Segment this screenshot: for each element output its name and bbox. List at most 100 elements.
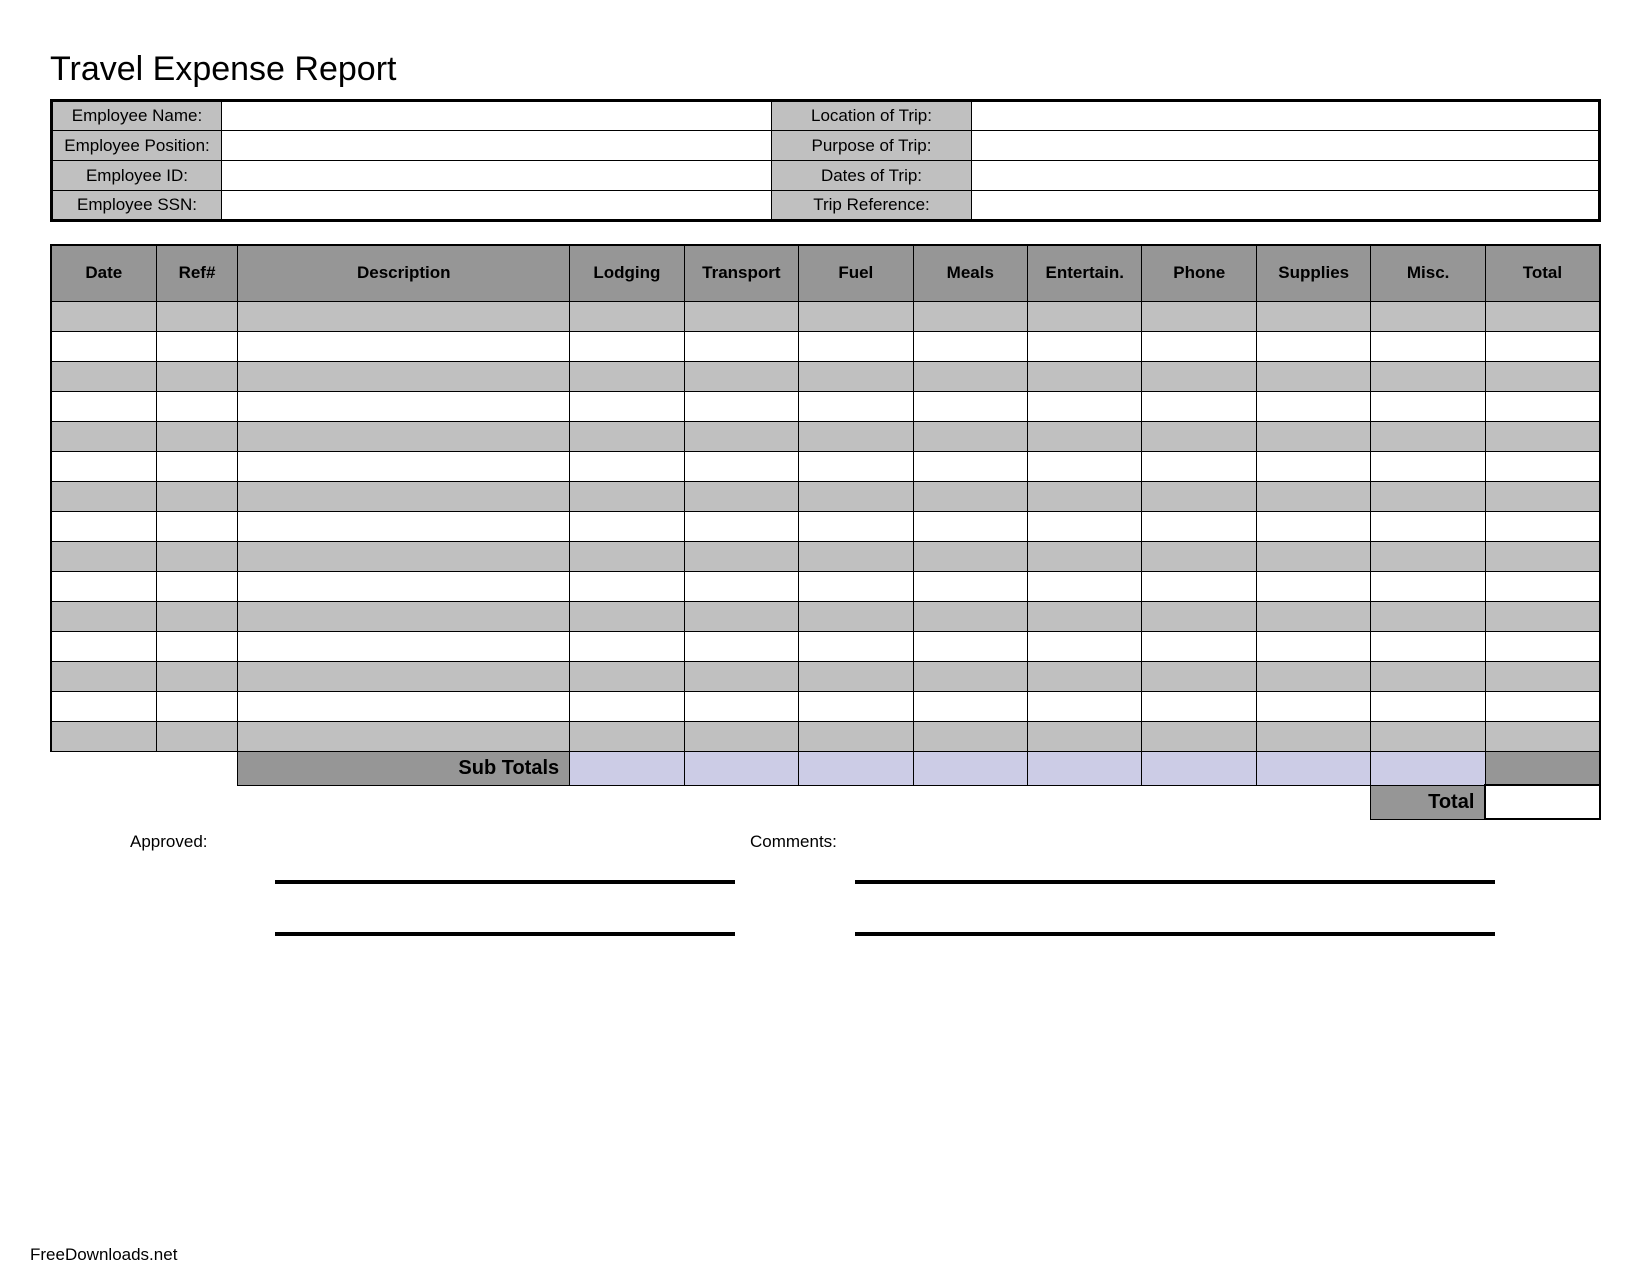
expense-cell[interactable] (684, 481, 798, 511)
expense-cell[interactable] (1485, 721, 1600, 751)
expense-cell[interactable] (1371, 571, 1485, 601)
expense-cell[interactable] (1256, 571, 1370, 601)
expense-cell[interactable] (1142, 331, 1256, 361)
expense-cell[interactable] (51, 451, 156, 481)
expense-cell[interactable] (1485, 571, 1600, 601)
expense-cell[interactable] (156, 391, 238, 421)
expense-cell[interactable] (1485, 301, 1600, 331)
expense-cell[interactable] (684, 511, 798, 541)
expense-cell[interactable] (1371, 511, 1485, 541)
expense-cell[interactable] (1371, 721, 1485, 751)
expense-cell[interactable] (570, 361, 684, 391)
expense-cell[interactable] (1256, 541, 1370, 571)
expense-cell[interactable] (1371, 601, 1485, 631)
expense-cell[interactable] (1142, 421, 1256, 451)
expense-cell[interactable] (51, 631, 156, 661)
expense-cell[interactable] (570, 631, 684, 661)
expense-cell[interactable] (570, 391, 684, 421)
expense-cell[interactable] (1028, 331, 1142, 361)
comments-line-1[interactable] (855, 880, 1495, 884)
expense-cell[interactable] (1028, 451, 1142, 481)
expense-cell[interactable] (1485, 361, 1600, 391)
expense-cell[interactable] (238, 331, 570, 361)
expense-cell[interactable] (51, 721, 156, 751)
expense-cell[interactable] (799, 331, 913, 361)
expense-cell[interactable] (799, 601, 913, 631)
expense-cell[interactable] (51, 601, 156, 631)
expense-cell[interactable] (913, 721, 1027, 751)
expense-cell[interactable] (1028, 481, 1142, 511)
expense-cell[interactable] (156, 631, 238, 661)
expense-cell[interactable] (156, 481, 238, 511)
expense-cell[interactable] (51, 361, 156, 391)
expense-cell[interactable] (238, 721, 570, 751)
approved-signature-line-1[interactable] (275, 880, 735, 884)
expense-cell[interactable] (1256, 331, 1370, 361)
expense-cell[interactable] (799, 421, 913, 451)
expense-cell[interactable] (1256, 301, 1370, 331)
expense-cell[interactable] (51, 541, 156, 571)
expense-cell[interactable] (684, 541, 798, 571)
expense-cell[interactable] (1256, 691, 1370, 721)
expense-cell[interactable] (684, 631, 798, 661)
expense-cell[interactable] (1028, 511, 1142, 541)
expense-cell[interactable] (684, 421, 798, 451)
expense-cell[interactable] (799, 631, 913, 661)
expense-cell[interactable] (1142, 361, 1256, 391)
expense-cell[interactable] (1485, 541, 1600, 571)
expense-cell[interactable] (799, 481, 913, 511)
expense-cell[interactable] (1256, 481, 1370, 511)
expense-cell[interactable] (1256, 601, 1370, 631)
expense-cell[interactable] (684, 301, 798, 331)
expense-cell[interactable] (1256, 721, 1370, 751)
info-value[interactable] (222, 161, 772, 191)
expense-cell[interactable] (570, 661, 684, 691)
expense-cell[interactable] (1485, 601, 1600, 631)
expense-cell[interactable] (238, 511, 570, 541)
expense-cell[interactable] (156, 451, 238, 481)
expense-cell[interactable] (570, 601, 684, 631)
info-value[interactable] (972, 161, 1600, 191)
expense-cell[interactable] (1142, 391, 1256, 421)
expense-cell[interactable] (238, 391, 570, 421)
expense-cell[interactable] (156, 421, 238, 451)
expense-cell[interactable] (51, 391, 156, 421)
expense-cell[interactable] (238, 541, 570, 571)
expense-cell[interactable] (570, 421, 684, 451)
expense-cell[interactable] (238, 631, 570, 661)
expense-cell[interactable] (913, 601, 1027, 631)
approved-signature-line-2[interactable] (275, 932, 735, 936)
expense-cell[interactable] (570, 541, 684, 571)
info-value[interactable] (222, 191, 772, 221)
expense-cell[interactable] (684, 331, 798, 361)
expense-cell[interactable] (1028, 421, 1142, 451)
expense-cell[interactable] (684, 391, 798, 421)
expense-cell[interactable] (51, 421, 156, 451)
expense-cell[interactable] (51, 481, 156, 511)
expense-cell[interactable] (684, 451, 798, 481)
expense-cell[interactable] (156, 331, 238, 361)
expense-cell[interactable] (1256, 631, 1370, 661)
expense-cell[interactable] (684, 661, 798, 691)
info-value[interactable] (222, 101, 772, 131)
expense-cell[interactable] (1371, 691, 1485, 721)
expense-cell[interactable] (1485, 691, 1600, 721)
expense-cell[interactable] (1142, 721, 1256, 751)
expense-cell[interactable] (799, 661, 913, 691)
expense-cell[interactable] (799, 451, 913, 481)
expense-cell[interactable] (799, 541, 913, 571)
expense-cell[interactable] (238, 571, 570, 601)
expense-cell[interactable] (913, 511, 1027, 541)
expense-cell[interactable] (1256, 361, 1370, 391)
expense-cell[interactable] (570, 451, 684, 481)
expense-cell[interactable] (156, 661, 238, 691)
expense-cell[interactable] (1256, 451, 1370, 481)
expense-cell[interactable] (1256, 511, 1370, 541)
expense-cell[interactable] (1142, 511, 1256, 541)
expense-cell[interactable] (684, 361, 798, 391)
expense-cell[interactable] (238, 661, 570, 691)
expense-cell[interactable] (1371, 301, 1485, 331)
expense-cell[interactable] (1485, 451, 1600, 481)
expense-cell[interactable] (1028, 361, 1142, 391)
expense-cell[interactable] (1028, 631, 1142, 661)
